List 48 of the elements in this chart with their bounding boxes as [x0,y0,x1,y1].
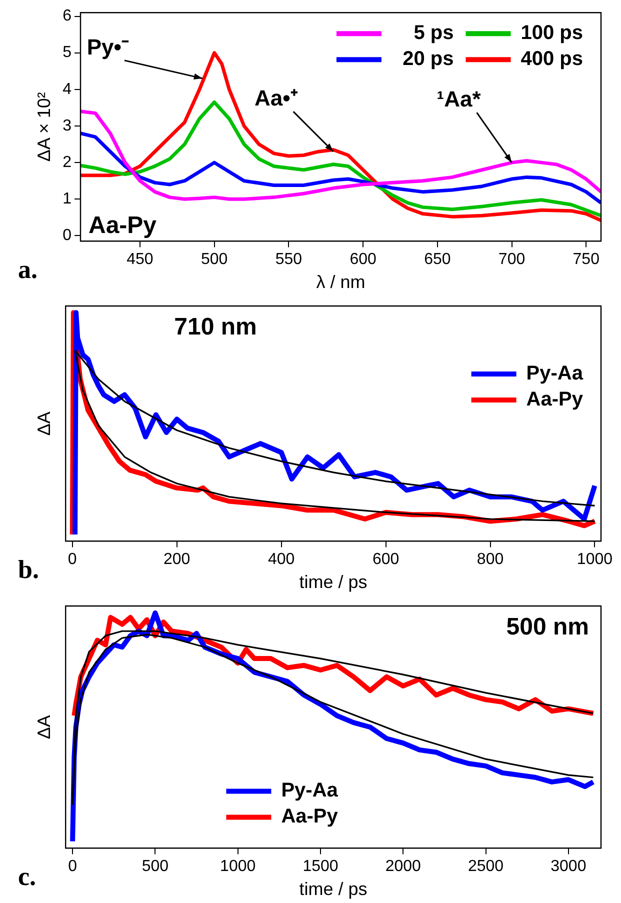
y-tick-label: 2 [62,154,72,171]
legend-label: 5 ps [414,22,454,44]
chart-title: 710 nm [174,314,257,341]
annotation: Aa•⁺ [254,86,298,111]
annotation: ¹Aa* [436,86,482,112]
x-tick-label: 500 [142,858,169,876]
x-axis-title: time / ps [299,879,368,900]
x-tick-label: 550 [275,251,302,268]
y-axis-title: ΔA [34,412,54,436]
x-axis-title: time / ps [299,572,368,592]
x-tick-label: 800 [476,551,504,568]
y-axis-title: ΔA [34,715,54,740]
x-tick-label: 2500 [468,858,504,876]
x-tick-label: 600 [372,551,400,568]
x-tick-label: 400 [268,551,295,568]
annotation: Aa-Py [88,212,158,240]
legend-label: 20 ps [402,48,454,70]
legend-label: Aa-Py [281,806,339,828]
y-tick-label: 4 [62,80,72,98]
legend-label: 100 ps [520,22,583,44]
x-tick-label: 750 [572,251,600,268]
x-tick-label: 1000 [220,858,256,876]
y-tick-label: 5 [62,44,72,62]
legend-label: 400 ps [520,48,583,70]
annotation: Py•⁻ [86,34,130,60]
text: a. [18,255,38,284]
x-tick-label: 200 [164,551,190,568]
legend-label: Py-Aa [281,780,339,802]
x-tick-label: 1000 [576,551,613,568]
legend-label: Aa-Py [526,388,584,411]
x-tick-label: 3000 [550,858,586,876]
chart-title: 500 nm [506,614,589,641]
x-tick-label: 500 [200,251,228,268]
legend-label: Py-Aa [526,362,584,385]
x-tick-label: 2000 [385,858,422,876]
x-tick-label: 650 [424,251,451,268]
x-axis-title: λ / nm [316,272,366,292]
x-tick-label: 700 [498,251,526,268]
text: c. [18,862,36,891]
x-tick-label: 450 [126,251,154,268]
y-tick-label: 1 [62,190,72,208]
y-tick-label: 3 [62,117,72,134]
y-tick-label: 6 [62,8,72,25]
y-tick-label: 0 [62,227,72,244]
text: b. [18,555,39,584]
x-tick-label: 1500 [302,858,338,876]
y-axis-title: ΔA × 10² [34,92,54,162]
x-tick-label: 600 [350,251,376,268]
